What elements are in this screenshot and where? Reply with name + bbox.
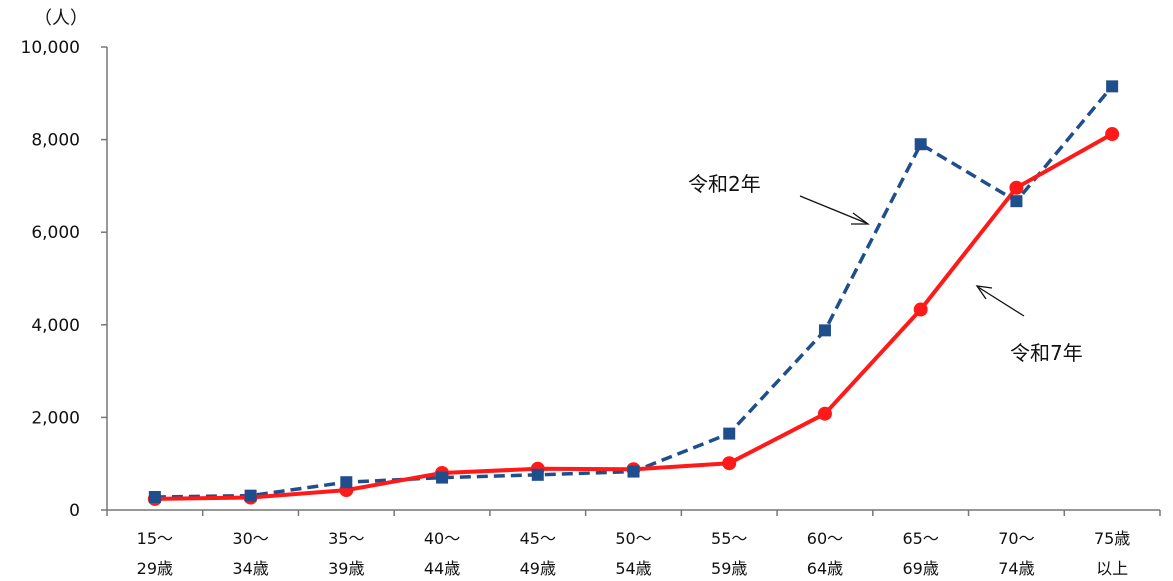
x-category-label: 74歳 — [998, 559, 1034, 578]
y-tick-label: 8,000 — [31, 131, 80, 151]
y-tick-group: 0 2,000 4,000 6,000 8,000 10,000 — [21, 38, 107, 521]
series-line-group — [154, 85, 1114, 501]
x-category-label: 34歳 — [232, 559, 268, 578]
series-0-point — [818, 324, 831, 337]
series-0-point — [914, 138, 927, 151]
series-1-point — [817, 406, 832, 421]
series-1-point — [1105, 127, 1120, 142]
x-tick-group: 15〜 29歳 30〜 34歳 35〜 39歳 40〜 44歳 45〜 49歳 50〜 54歳 55〜 5… — [106, 510, 1161, 578]
series-0-point — [244, 489, 257, 502]
x-category-label: 49歳 — [520, 559, 556, 578]
x-category-label: 60〜 — [807, 529, 843, 548]
series-1-point — [722, 456, 737, 471]
annotation-arrow-reiwa2 — [799, 195, 867, 224]
x-category-label: 以上 — [1096, 559, 1128, 578]
series-line-1 — [154, 132, 1114, 501]
series-0-point — [436, 471, 449, 484]
x-category-label: 45〜 — [520, 529, 556, 548]
y-unit-label: （人） — [34, 8, 88, 29]
series-0-point — [723, 427, 736, 440]
y-tick-label: 0 — [69, 501, 80, 521]
series-label-reiwa7: 令和7年 — [1010, 341, 1083, 365]
x-category-label: 30〜 — [232, 529, 268, 548]
arrowhead-reiwa7 — [975, 285, 993, 300]
y-tick-label: 6,000 — [31, 223, 80, 243]
x-category-label: 50〜 — [615, 529, 651, 548]
series-label-reiwa2: 令和2年 — [688, 172, 761, 196]
x-category-label: 35〜 — [328, 529, 364, 548]
series-label-annotation-2: 令和2年 — [688, 172, 870, 225]
series-0-point — [340, 476, 353, 489]
y-tick-label: 2,000 — [31, 408, 80, 428]
series-line-0 — [154, 85, 1114, 499]
series-1-point — [1009, 180, 1024, 195]
series-marker-group — [147, 80, 1120, 506]
x-category-label: 59歳 — [711, 559, 747, 578]
x-category-label: 75歳 — [1094, 529, 1130, 548]
x-category-label: 40〜 — [424, 529, 460, 548]
x-category-label: 69歳 — [902, 559, 938, 578]
series-0-point — [627, 465, 640, 478]
arrowhead-reiwa2 — [851, 212, 870, 225]
y-tick-label: 10,000 — [21, 38, 80, 58]
x-category-label: 54歳 — [615, 559, 651, 578]
x-category-label: 15〜 — [137, 529, 173, 548]
annotation-arrow-reiwa7 — [977, 286, 1025, 317]
y-tick-label: 4,000 — [31, 316, 80, 336]
x-category-label: 39歳 — [328, 559, 364, 578]
series-label-annotation-7: 令和7年 — [975, 285, 1083, 365]
x-category-label: 29歳 — [137, 559, 173, 578]
series-0-point — [1010, 195, 1023, 208]
series-0-point — [148, 491, 161, 504]
series-0-point — [1106, 80, 1119, 93]
series-1-point — [913, 302, 928, 317]
x-category-label: 44歳 — [424, 559, 460, 578]
x-category-label: 55〜 — [711, 529, 747, 548]
x-category-label: 70〜 — [998, 529, 1034, 548]
x-category-label: 64歳 — [807, 559, 843, 578]
series-0-point — [531, 468, 544, 481]
x-category-label: 65〜 — [902, 529, 938, 548]
